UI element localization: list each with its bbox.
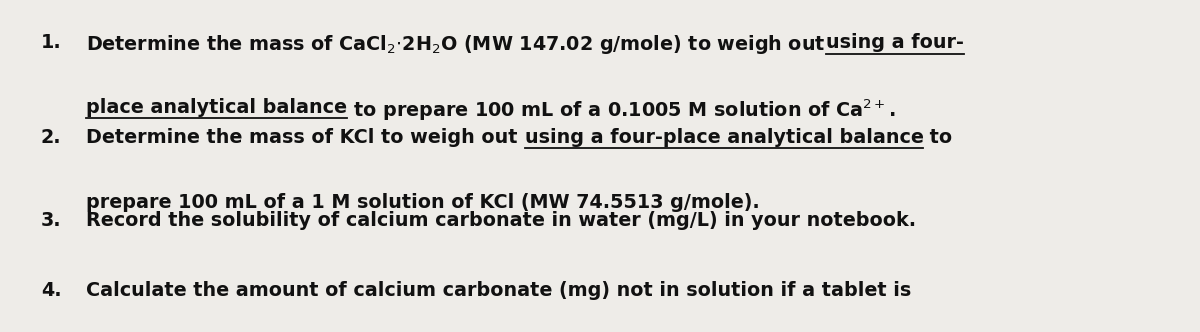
Text: Determine the mass of KCl to weigh out: Determine the mass of KCl to weigh out bbox=[86, 128, 524, 147]
Text: 4.: 4. bbox=[41, 281, 61, 299]
Text: Calculate the amount of calcium carbonate (mg) not in solution if a tablet is: Calculate the amount of calcium carbonat… bbox=[86, 281, 912, 299]
Text: prepare 100 mL of a 1 M solution of KCl (MW 74.5513 g/mole).: prepare 100 mL of a 1 M solution of KCl … bbox=[86, 193, 760, 211]
Text: 1.: 1. bbox=[41, 33, 61, 52]
Text: to: to bbox=[924, 128, 953, 147]
Text: Record the solubility of calcium carbonate in water (mg/L) in your notebook.: Record the solubility of calcium carbona… bbox=[86, 211, 917, 230]
Text: Determine the mass of CaCl$_2$$\cdot$2H$_2$O (MW 147.02 g/mole) to weigh out: Determine the mass of CaCl$_2$$\cdot$2H$… bbox=[86, 33, 827, 56]
Text: using a four-place analytical balance: using a four-place analytical balance bbox=[524, 128, 924, 147]
Text: 2.: 2. bbox=[41, 128, 61, 147]
Text: using a four-: using a four- bbox=[827, 33, 964, 52]
Text: 3.: 3. bbox=[41, 211, 61, 230]
Text: to prepare 100 mL of a 0.1005 M solution of Ca$^{2+}$.: to prepare 100 mL of a 0.1005 M solution… bbox=[348, 98, 896, 124]
Text: place analytical balance: place analytical balance bbox=[86, 98, 348, 117]
